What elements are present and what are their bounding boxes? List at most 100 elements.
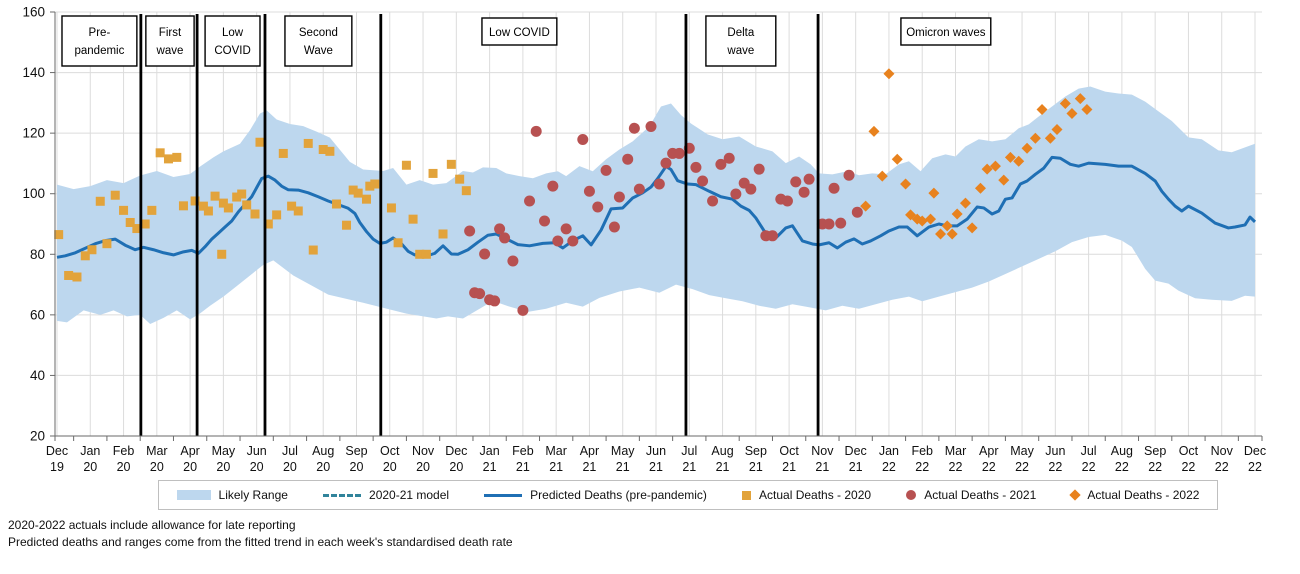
data-point-2022 — [946, 228, 958, 240]
period-label-box: First wave — [145, 15, 195, 67]
data-point-2022 — [876, 170, 888, 182]
data-point-2021 — [843, 169, 855, 181]
data-point-2020 — [438, 229, 448, 239]
data-point-2020 — [64, 270, 74, 280]
data-point-2022 — [883, 68, 895, 80]
data-point-2022 — [916, 215, 928, 227]
x-tick-label: May 20 — [212, 444, 236, 474]
period-label-text: Pre-pandemic — [74, 27, 124, 57]
data-point-2020 — [95, 196, 105, 206]
mortality-chart: 20 40 60 80 100 120 140 160 Dec 19 Jan 20 Feb 20 Mar 20… — [22, 5, 1266, 475]
x-tick-label: Aug 22 — [1111, 444, 1133, 474]
data-point-2020 — [278, 148, 288, 158]
data-point-2020 — [318, 144, 328, 154]
data-point-2020 — [332, 199, 342, 209]
x-tick-label: Nov 22 — [1211, 444, 1234, 474]
data-point-2021 — [530, 125, 542, 137]
y-tick-label: 120 — [22, 126, 45, 141]
data-point-2022 — [1021, 142, 1033, 154]
data-point-2022 — [891, 153, 903, 165]
data-point-2020 — [325, 146, 335, 156]
x-tick-label: Oct 22 — [1179, 444, 1199, 474]
data-point-2020 — [54, 230, 64, 240]
actual-deaths-2022-markers — [860, 68, 1093, 240]
data-point-2021 — [835, 217, 847, 229]
data-point-2020 — [155, 148, 165, 158]
data-point-2020 — [217, 249, 227, 259]
data-point-2021 — [474, 288, 486, 300]
circle-marker-swatch — [906, 490, 917, 500]
period-dividers — [139, 14, 820, 436]
data-point-2021 — [645, 120, 657, 132]
chart-legend: Likely Range 2020-21 model Predicted Dea… — [158, 480, 1218, 510]
data-point-2020 — [147, 205, 157, 215]
data-point-2022 — [925, 213, 937, 225]
x-tick-label: Sep 21 — [745, 444, 767, 474]
data-point-2020 — [303, 138, 313, 148]
y-tick-label: 40 — [30, 368, 45, 383]
data-point-2020 — [353, 188, 363, 198]
actual-deaths-2021-markers — [464, 120, 863, 316]
data-point-2020 — [461, 186, 471, 196]
data-point-2020 — [125, 217, 135, 227]
data-point-2020 — [237, 189, 247, 199]
x-tick-label: Apr 22 — [979, 444, 998, 474]
period-label-box: Low COVID — [481, 17, 558, 46]
x-tick-label: Mar 22 — [945, 444, 967, 474]
data-point-2022 — [935, 228, 947, 240]
x-tick-label: Jan 22 — [879, 444, 899, 474]
data-point-2020 — [408, 214, 418, 224]
y-tick-label: 140 — [22, 65, 45, 80]
x-tick-label: Jun 21 — [646, 444, 666, 474]
x-tick-label: May 21 — [611, 444, 635, 474]
legend-label: Actual Deaths - 2021 — [924, 488, 1037, 502]
period-label-box: Low COVID — [204, 15, 261, 67]
data-point-2021 — [715, 158, 727, 170]
x-tick-label: Feb 22 — [911, 444, 933, 474]
x-tick-label: Dec 19 — [46, 444, 68, 474]
y-tick-label: 160 — [22, 5, 45, 20]
footnote-late-reporting: 2020-2022 actuals include allowance for … — [8, 518, 296, 532]
likely-range-swatch — [176, 490, 211, 500]
data-point-2020 — [272, 210, 282, 220]
data-point-2021 — [517, 304, 529, 316]
period-label-text: Delta wave — [726, 27, 754, 57]
data-point-2020 — [393, 238, 403, 248]
data-point-2022 — [1013, 155, 1025, 167]
legend-item-actual-2020: Actual Deaths - 2020 — [742, 488, 871, 502]
data-point-2021 — [798, 186, 810, 198]
data-point-2021 — [524, 195, 536, 207]
data-point-2022 — [959, 197, 971, 209]
data-point-2020 — [223, 203, 233, 213]
data-point-2021 — [499, 232, 511, 244]
data-point-2021 — [660, 157, 672, 169]
data-point-2020 — [242, 200, 252, 210]
x-tick-label: Nov 21 — [811, 444, 834, 474]
data-point-2021 — [489, 295, 501, 307]
data-point-2020 — [348, 185, 358, 195]
data-point-2021 — [479, 248, 491, 260]
data-point-2022 — [951, 208, 963, 220]
data-point-2020 — [361, 194, 371, 204]
data-point-2021 — [707, 195, 719, 207]
data-point-2020 — [163, 154, 173, 164]
x-tick-label: Jun 22 — [1045, 444, 1065, 474]
data-point-2022 — [966, 222, 978, 234]
x-tick-label: Dec 20 — [445, 444, 467, 474]
data-point-2022 — [981, 163, 993, 175]
data-point-2020 — [287, 201, 297, 211]
data-point-2022 — [998, 174, 1010, 186]
data-point-2021 — [828, 182, 840, 194]
y-tick-label: 60 — [30, 307, 45, 322]
data-point-2020 — [232, 192, 242, 202]
data-point-2020 — [132, 224, 142, 234]
period-label-text: Second Wave — [299, 27, 338, 57]
data-point-2022 — [974, 182, 986, 194]
data-point-2021 — [547, 180, 559, 192]
x-tick-label: Dec 22 — [1244, 444, 1266, 474]
data-point-2022 — [900, 178, 912, 190]
data-point-2021 — [723, 152, 735, 164]
period-label-text: Low COVID — [214, 27, 250, 57]
data-point-2021 — [851, 206, 863, 218]
data-point-2021 — [633, 183, 645, 195]
